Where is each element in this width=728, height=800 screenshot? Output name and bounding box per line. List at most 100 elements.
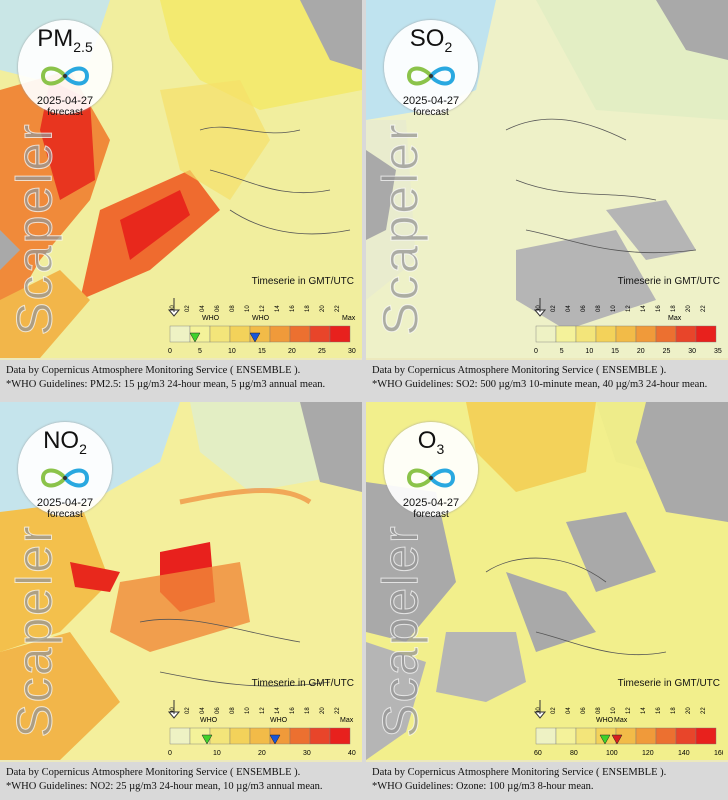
hour-label: 02 bbox=[185, 305, 191, 312]
forecast-date: 2025-04-27 bbox=[36, 496, 94, 509]
scale-tick-label: 15 bbox=[258, 348, 266, 355]
hour-label: 08 bbox=[230, 707, 236, 714]
scale-segment bbox=[575, 727, 597, 745]
scale-tick-label: 140 bbox=[678, 750, 690, 757]
caption-who: *WHO Guidelines: Ozone: 100 µg/m3 8-hour… bbox=[372, 781, 594, 792]
scale-segment bbox=[555, 727, 577, 745]
who-marker-icon bbox=[189, 332, 201, 343]
scale-segment bbox=[209, 325, 231, 343]
hour-label: 16 bbox=[656, 305, 662, 312]
watermark-text: Scapeler bbox=[372, 122, 429, 336]
color-scale-bar bbox=[169, 325, 351, 343]
scale-tick-label: 20 bbox=[288, 348, 296, 355]
forecast-status: forecast bbox=[47, 508, 83, 520]
caption-who: *WHO Guidelines: NO2: 25 µg/m3 24-hour m… bbox=[6, 781, 323, 792]
pollutant-badge: SO2 2025-04-27 forecast bbox=[384, 20, 478, 118]
watermark-text: Scapeler bbox=[6, 524, 63, 738]
color-scale-legend: 00 02 04 06 08 10 12 14 16 18 20 22 0 5 10 15 20 25 30 WH… bbox=[167, 298, 356, 355]
hour-label: 12 bbox=[260, 305, 266, 312]
hour-label: 16 bbox=[290, 305, 296, 312]
scale-tick-label: 10 bbox=[228, 348, 236, 355]
scale-segment bbox=[635, 727, 657, 745]
hour-label: 08 bbox=[596, 707, 602, 714]
scale-segment bbox=[269, 325, 291, 343]
max-label: Max bbox=[614, 717, 628, 724]
hour-label: 04 bbox=[566, 707, 572, 714]
timeseries-label: Timeserie in GMT/UTC bbox=[617, 276, 720, 287]
timeseries-label: Timeserie in GMT/UTC bbox=[251, 678, 354, 689]
scale-segment bbox=[655, 325, 677, 343]
infinity-logo-icon bbox=[40, 66, 90, 86]
scale-segment bbox=[209, 727, 231, 745]
hour-label: 06 bbox=[581, 707, 587, 714]
hour-label: 02 bbox=[551, 707, 557, 714]
scale-tick-label: 25 bbox=[318, 348, 326, 355]
pollutant-title: O3 bbox=[417, 427, 445, 457]
time-axis: 00 02 04 06 08 10 12 14 16 18 20 22 bbox=[536, 305, 707, 312]
panel-so2: Scapeler SO2 2025-04-27 forecast Timeser… bbox=[366, 0, 728, 398]
forecast-status: forecast bbox=[413, 508, 449, 520]
color-scale-legend: 00 02 04 06 08 10 12 14 16 18 20 22 60 80 100 120 140 16… bbox=[533, 700, 723, 757]
time-arrow-icon bbox=[167, 298, 181, 317]
hour-label: 18 bbox=[671, 305, 677, 312]
scale-ticks: 0 5 10 15 20 25 30 bbox=[168, 348, 356, 355]
forecast-status: forecast bbox=[413, 106, 449, 118]
scale-tick-label: 35 bbox=[714, 348, 722, 355]
infinity-logo-icon bbox=[406, 66, 456, 86]
caption-who: *WHO Guidelines: PM2.5: 15 µg/m3 24-hour… bbox=[6, 379, 326, 390]
scale-tick-label: 5 bbox=[198, 348, 202, 355]
who-label: WHO bbox=[200, 717, 218, 724]
scale-segment bbox=[555, 325, 577, 343]
infinity-logo-icon bbox=[40, 468, 90, 488]
time-arrow-icon bbox=[533, 700, 547, 719]
hour-label: 18 bbox=[305, 707, 311, 714]
scale-tick-label: 30 bbox=[688, 348, 696, 355]
caption-source: Data by Copernicus Atmosphere Monitoring… bbox=[372, 767, 667, 778]
hour-label: 22 bbox=[701, 305, 707, 312]
hour-label: 12 bbox=[626, 707, 632, 714]
scale-ticks: 0 10 20 30 40 bbox=[168, 750, 356, 757]
pollutant-badge: O3 2025-04-27 forecast bbox=[384, 422, 478, 520]
forecast-date: 2025-04-27 bbox=[402, 94, 460, 107]
max-label: Max bbox=[340, 717, 354, 724]
hour-label: 10 bbox=[611, 305, 617, 312]
color-scale-legend: 00 02 04 06 08 10 12 14 16 18 20 22 0 5 10 15 20 25 30 35 … bbox=[533, 298, 722, 355]
max-label: Max bbox=[668, 315, 682, 322]
scale-tick-label: 30 bbox=[303, 750, 311, 757]
caption-source: Data by Copernicus Atmosphere Monitoring… bbox=[372, 365, 667, 376]
hour-label: 20 bbox=[320, 305, 326, 312]
caption-source: Data by Copernicus Atmosphere Monitoring… bbox=[6, 767, 301, 778]
scale-segment bbox=[229, 727, 251, 745]
scale-segment bbox=[289, 727, 311, 745]
scale-segment bbox=[675, 325, 697, 343]
hour-label: 00 bbox=[170, 305, 176, 312]
caption-who: *WHO Guidelines: SO2: 500 µg/m3 10-minut… bbox=[372, 379, 708, 390]
time-axis: 00 02 04 06 08 10 12 14 16 18 20 22 bbox=[536, 707, 707, 714]
time-arrow-icon bbox=[533, 298, 547, 317]
pollutant-badge: PM2.5 2025-04-27 forecast bbox=[18, 20, 112, 118]
watermark-text: Scapeler bbox=[372, 524, 429, 738]
scale-tick-label: 10 bbox=[585, 348, 593, 355]
hour-label: 08 bbox=[230, 305, 236, 312]
hour-label: 00 bbox=[536, 707, 542, 714]
timeseries-label: Timeserie in GMT/UTC bbox=[251, 276, 354, 287]
scale-segment bbox=[329, 727, 351, 745]
scale-segment bbox=[309, 727, 331, 745]
time-axis: 00 02 04 06 08 10 12 14 16 18 20 22 bbox=[170, 707, 341, 714]
color-scale-bar bbox=[535, 325, 717, 343]
scale-segment bbox=[169, 727, 191, 745]
scale-segment bbox=[615, 325, 637, 343]
caption-source: Data by Copernicus Atmosphere Monitoring… bbox=[6, 365, 301, 376]
scale-ticks: 60 80 100 120 140 160 bbox=[534, 750, 723, 757]
hour-label: 14 bbox=[275, 305, 281, 312]
hour-label: 18 bbox=[671, 707, 677, 714]
max-label: Max bbox=[342, 315, 356, 322]
time-arrow-icon bbox=[167, 700, 181, 719]
color-scale-bar bbox=[169, 727, 351, 745]
scale-tick-label: 5 bbox=[560, 348, 564, 355]
scale-segment bbox=[535, 325, 557, 343]
scale-segment bbox=[675, 727, 697, 745]
hour-label: 18 bbox=[305, 305, 311, 312]
hour-label: 22 bbox=[701, 707, 707, 714]
scale-segment bbox=[169, 325, 191, 343]
